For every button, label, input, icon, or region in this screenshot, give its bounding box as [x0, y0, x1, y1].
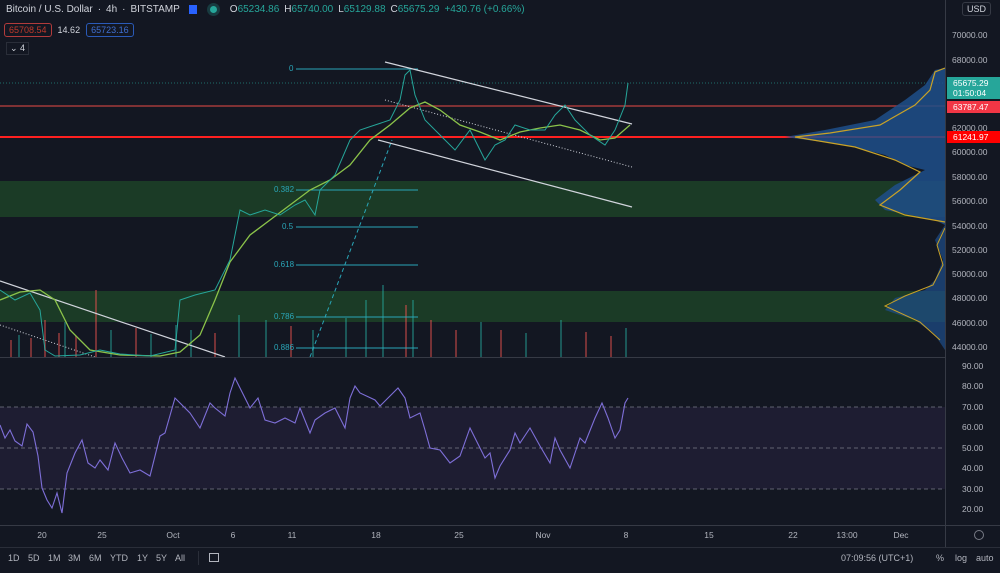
fib-trend-line [309, 139, 393, 357]
price-tick: 70000.00 [952, 30, 988, 40]
rsi-pane[interactable] [0, 358, 945, 525]
toolbar-divider [198, 551, 199, 565]
low-value: 65129.88 [343, 4, 386, 15]
channel-mid [384, 99, 633, 168]
level-label-61241: 61241.97 [947, 131, 1000, 143]
price-tick: 62000.00 [952, 123, 988, 133]
time-tick: 18 [371, 530, 381, 540]
auto-toggle[interactable]: auto [976, 553, 994, 563]
rsi-tick: 70.00 [962, 402, 984, 412]
time-tick: 20 [37, 530, 47, 540]
time-tick: 6 [230, 530, 236, 540]
fib-label-0: 0 [289, 64, 294, 73]
volume-profile [785, 67, 945, 350]
time-tick: 25 [454, 530, 464, 540]
rsi-tick: 20.00 [962, 504, 984, 514]
range-all[interactable]: All [175, 553, 186, 563]
downtrend-line[interactable] [0, 280, 226, 357]
candle-countdown: 01:50:04 [953, 88, 987, 98]
price-tick: 60000.00 [952, 147, 988, 157]
settings-gear-icon[interactable] [974, 530, 984, 540]
fib-label-05: 0.5 [282, 222, 294, 231]
support-zone-lower [0, 291, 945, 322]
market-status-icon [209, 6, 217, 13]
rsi-tick: 90.00 [962, 361, 984, 371]
level-label-63787: 63787.47 [947, 101, 1000, 113]
price-line [0, 68, 629, 357]
price-tick: 48000.00 [952, 293, 988, 303]
fib-label-0786: 0.786 [274, 312, 295, 321]
rsi-tick: 50.00 [962, 443, 984, 453]
current-price-label: 65675.29 01:50:04 [947, 77, 1000, 99]
sell-button[interactable]: 65708.54 [4, 23, 52, 37]
fib-label-0382: 0.382 [274, 185, 295, 194]
pane-separator[interactable] [0, 357, 945, 358]
indicators-toggle[interactable]: ⌄ 4 [6, 42, 30, 55]
rsi-tick: 40.00 [962, 463, 984, 473]
price-tick: 58000.00 [952, 172, 988, 182]
currency-selector[interactable]: USD [962, 2, 992, 16]
price-tick: 44000.00 [952, 342, 988, 352]
range-ytd[interactable]: YTD [110, 553, 128, 563]
price-tick: 50000.00 [952, 269, 988, 279]
range-5d[interactable]: 5D [28, 553, 40, 563]
price-tick: 46000.00 [952, 318, 988, 328]
rsi-tick: 80.00 [962, 381, 984, 391]
price-tick: 56000.00 [952, 196, 988, 206]
percent-toggle[interactable]: % [936, 553, 945, 563]
price-chart-pane[interactable] [0, 0, 945, 357]
time-tick: Dec [893, 530, 909, 540]
time-tick: 22 [788, 530, 798, 540]
time-axis[interactable] [0, 525, 1000, 548]
support-zone-upper [0, 181, 945, 217]
price-tick: 52000.00 [952, 245, 988, 255]
range-1d[interactable]: 1D [8, 553, 20, 563]
symbol-name[interactable]: Bitcoin / U.S. Dollar [6, 4, 93, 15]
change-value: +430.76 (+0.66%) [444, 4, 525, 15]
range-3m[interactable]: 3M [68, 553, 81, 563]
price-tick: 54000.00 [952, 221, 988, 231]
channel-top[interactable] [384, 61, 633, 125]
range-1y[interactable]: 1Y [137, 553, 149, 563]
exchange-label: BITSTAMP [130, 4, 180, 15]
time-tick: 25 [97, 530, 107, 540]
rsi-tick: 30.00 [962, 484, 984, 494]
log-toggle[interactable]: log [955, 553, 968, 563]
time-tick: Nov [535, 530, 551, 540]
go-to-date-icon[interactable] [209, 553, 219, 562]
spread-value: 14.62 [57, 25, 81, 35]
rsi-line [0, 376, 629, 514]
flag-icon[interactable] [188, 5, 197, 14]
time-tick: 8 [623, 530, 629, 540]
fib-label-0618: 0.618 [274, 260, 295, 269]
clock-timezone[interactable]: 07:09:56 (UTC+1) [841, 553, 914, 563]
time-tick: Oct [166, 530, 180, 540]
interval-label[interactable]: 4h [106, 4, 118, 15]
buy-button[interactable]: 65723.16 [86, 23, 134, 37]
range-1m[interactable]: 1M [48, 553, 61, 563]
bottom-toolbar [0, 547, 1000, 573]
trade-buttons: 65708.54 14.62 65723.16 [4, 23, 134, 37]
close-value: 65675.29 [397, 4, 440, 15]
open-value: 65234.86 [237, 4, 280, 15]
range-5y[interactable]: 5Y [156, 553, 168, 563]
channel-bottom[interactable] [377, 139, 633, 208]
fib-label-0886: 0.886 [274, 343, 295, 352]
time-tick: 15 [704, 530, 714, 540]
range-6m[interactable]: 6M [89, 553, 102, 563]
price-tick: 68000.00 [952, 55, 988, 65]
time-tick: 13:00 [836, 530, 858, 540]
time-tick: 11 [287, 530, 297, 540]
high-value: 65740.00 [291, 4, 334, 15]
price-axis[interactable] [945, 0, 1000, 548]
symbol-legend: Bitcoin / U.S. Dollar · 4h · BITSTAMP O6… [6, 4, 525, 15]
rsi-tick: 60.00 [962, 422, 984, 432]
fib-retracement[interactable] [296, 68, 418, 349]
